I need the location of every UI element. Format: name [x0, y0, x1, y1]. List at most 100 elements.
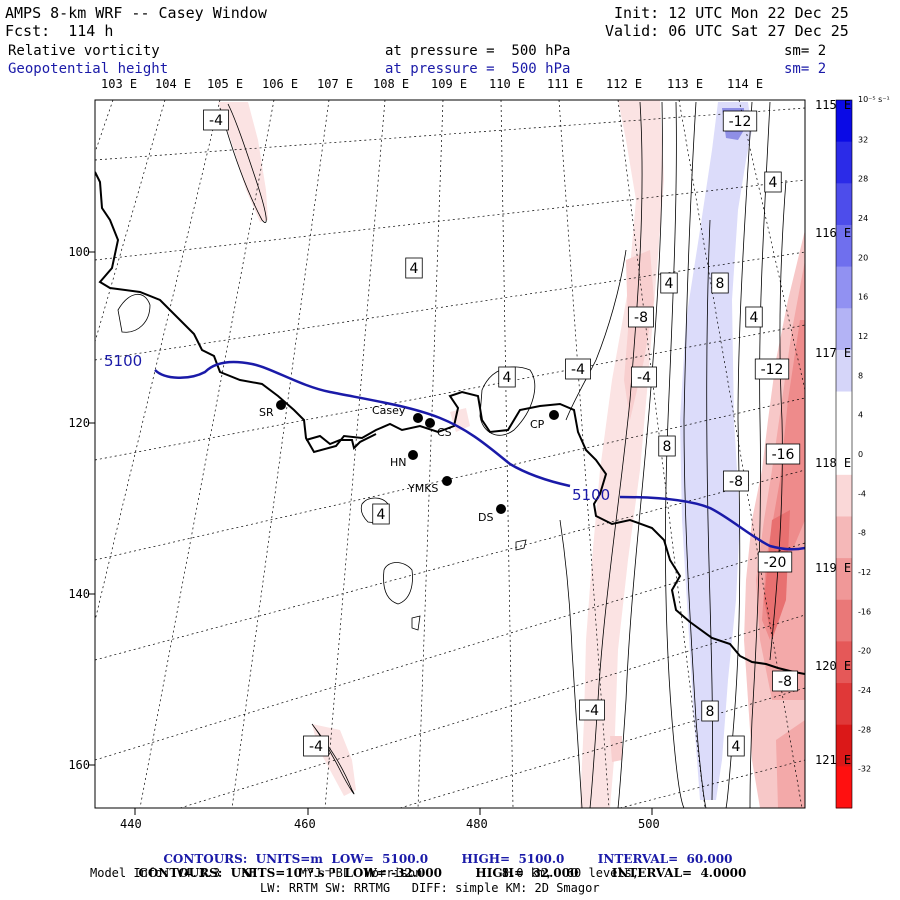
lon-label-right: 118 E — [815, 456, 852, 470]
vorticity-label-box — [764, 171, 782, 193]
lon-label-right: 115 E — [815, 98, 852, 112]
y-tick-label: 100 — [68, 245, 90, 259]
lon-label-top: 107 E — [317, 77, 354, 91]
vorticity-label: -16 — [772, 447, 795, 463]
station-dot-ymks — [442, 476, 452, 486]
footer-contours-2: CONTOURS: UNITS=10⁻⁵ s⁻¹ LOW= -32.000 HI… — [138, 866, 747, 880]
station-dot-casey — [413, 413, 423, 423]
station-markers — [276, 400, 559, 514]
lon-label-right: 119 E — [815, 561, 852, 575]
vorticity-label: -8 — [729, 474, 743, 490]
height-label-west: 5100 — [104, 352, 142, 370]
colorbar-level-label: 20 — [858, 253, 868, 262]
colorbar-swatch — [836, 391, 852, 434]
vorticity-label-box — [628, 306, 654, 328]
station-label-ymks: YMKS — [407, 482, 438, 495]
y-tick-label: 160 — [68, 758, 90, 772]
colorbar-swatch — [836, 599, 852, 642]
vorticity-label-box — [372, 503, 390, 525]
station-label-ds: DS — [478, 511, 493, 524]
vorticity-label: -4 — [585, 703, 599, 719]
vorticity-label: -12 — [729, 114, 752, 130]
station-label-casey: Casey — [372, 404, 406, 417]
colorbar-level-label: -20 — [858, 647, 871, 656]
vorticity-label: 4 — [665, 276, 674, 292]
colorbar-swatch — [836, 641, 852, 684]
vorticity-label-box — [757, 551, 793, 573]
x-tick-label: 500 — [638, 817, 660, 831]
colorbar-swatch — [836, 516, 852, 559]
x-tick-label: 480 — [466, 817, 488, 831]
lon-label-top: 103 E — [101, 77, 138, 91]
station-dot-ds — [496, 504, 506, 514]
y-tick-label: 140 — [68, 587, 90, 601]
colorbar-level-label: -4 — [858, 489, 866, 498]
colorbar-swatch — [836, 724, 852, 767]
lon-label-right: 121 E — [815, 753, 852, 767]
colorbar-level-label: 8 — [858, 371, 863, 380]
vorticity-label-box — [579, 699, 605, 721]
lon-label-top: 109 E — [431, 77, 468, 91]
colorbar-swatch — [836, 474, 852, 517]
colorbar-level-label: -12 — [858, 568, 871, 577]
colorbar-swatch — [836, 183, 852, 226]
station-dot-sr — [276, 400, 286, 410]
vorticity-label: -4 — [209, 113, 223, 129]
lon-label-top: 106 E — [262, 77, 299, 91]
station-label-hn: HN — [390, 456, 407, 469]
station-dot-cs — [425, 418, 435, 428]
lon-label-right: 117 E — [815, 346, 852, 360]
colorbar-level-label: 0 — [858, 450, 863, 459]
vorticity-label: -8 — [778, 674, 792, 690]
vorticity-label: 8 — [716, 276, 725, 292]
colorbar-frame — [835, 99, 853, 809]
lon-label-right: 116 E — [815, 226, 852, 240]
vorticity-label: 4 — [750, 310, 759, 326]
colorbar-swatch — [836, 683, 852, 726]
axis-ticks — [88, 251, 653, 815]
station-dot-hn — [408, 450, 418, 460]
vorticity-label: 4 — [769, 175, 778, 191]
height-contour-line — [154, 360, 805, 551]
colorbar-swatch — [836, 266, 852, 309]
station-label-cs: CS — [437, 426, 452, 439]
vorticity-label-box — [754, 358, 790, 380]
vorticity-label: 4 — [410, 261, 419, 277]
colorbar-level-label: -28 — [858, 725, 871, 734]
vorticity-label-box — [405, 257, 423, 279]
station-labels: SR Casey CS CP HN YMKS DS — [259, 404, 545, 524]
x-tick-label: 440 — [120, 817, 142, 831]
colorbar-swatch — [836, 308, 852, 351]
colorbar-swatch — [836, 100, 852, 143]
vorticity-label-box — [701, 700, 719, 722]
height-label-east: 5100 — [572, 486, 610, 504]
footer-model-info-2: LW: RRTM SW: RRTMG DIFF: simple KM: 2D S… — [260, 881, 600, 895]
lon-label-right: 120 E — [815, 659, 852, 673]
colorbar-level-label: 12 — [858, 332, 868, 341]
lon-label-top: 104 E — [155, 77, 192, 91]
footer-contours-1: CONTOURS: UNITS=m LOW= 5100.0 HIGH= 5100… — [163, 852, 733, 866]
vorticity-label-box — [660, 272, 678, 294]
coastline — [95, 171, 805, 675]
vorticity-labels: -4 -12 4 4 8 4 -8 -4 4 -4 -12 8 -16 -8 4 4 -20 -8 -4 8 4 -4 — [203, 109, 801, 757]
field-1-name: Relative vorticity — [8, 43, 160, 59]
field-2-level: at pressure = 500 hPa — [385, 61, 571, 77]
vorticity-label-box — [631, 366, 657, 388]
station-label-sr: SR — [259, 406, 274, 419]
map-title: AMPS 8-km WRF -- Casey Window — [5, 4, 267, 22]
station-label-cp: CP — [530, 418, 545, 431]
vorticity-label-box — [723, 470, 749, 492]
init-time: Init: 12 UTC Mon 22 Dec 25 — [614, 4, 849, 22]
lon-label-top: 105 E — [207, 77, 244, 91]
colorbar-level-label: -32 — [858, 765, 871, 774]
vorticity-label: -4 — [637, 370, 651, 386]
vorticity-label-box — [565, 358, 591, 380]
field-1-level: at pressure = 500 hPa — [385, 43, 571, 59]
vorticity-label: 8 — [663, 439, 672, 455]
colorbar-level-label: 4 — [858, 411, 863, 420]
vorticity-label: 8 — [706, 704, 715, 720]
lon-label-top: 113 E — [667, 77, 704, 91]
colorbar-swatch — [836, 766, 852, 809]
colorbar: 32 28 24 20 16 12 8 4 0 -4 -8 -12 -16 -20 -24 -28 -32 — [835, 99, 871, 809]
lon-label-top: 114 E — [727, 77, 764, 91]
